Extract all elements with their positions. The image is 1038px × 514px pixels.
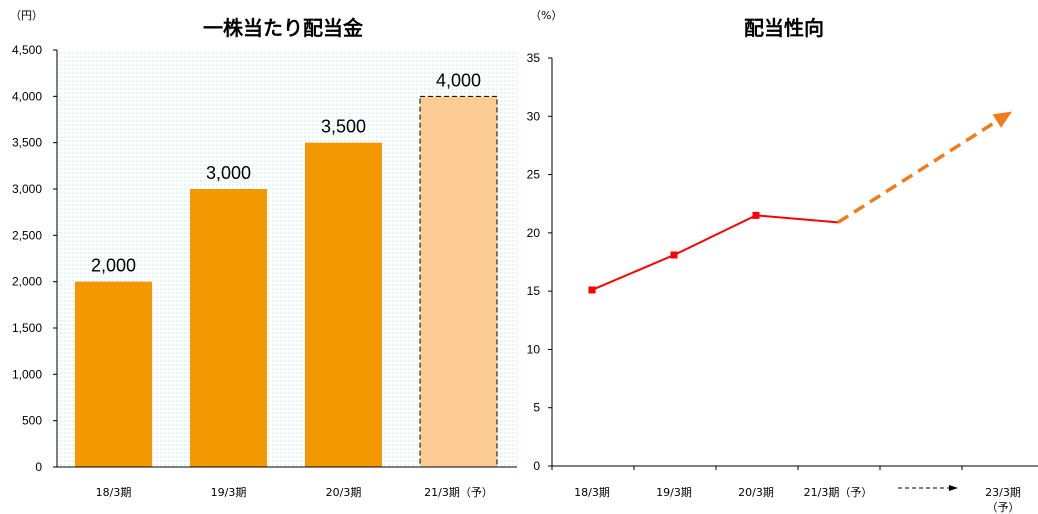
bar-y-tick-label: 3,500	[12, 136, 42, 150]
line-x-label: 23/3期（予）	[985, 486, 1021, 514]
bar-series	[75, 95, 498, 468]
line-x-axis-ticks	[551, 466, 963, 470]
line-y-tick-label: 15	[527, 284, 541, 298]
series-line	[591, 214, 839, 291]
bar-y-tick-label: 1,000	[12, 367, 42, 381]
bar-x-label: 21/3期（予）	[424, 486, 493, 499]
bar-y-tick-label: 0	[35, 460, 42, 474]
series-marker	[588, 286, 596, 294]
payout-ratio-chart: 配当性向 （%） 0 5 10 15 20 25 30 35 18/3期 19/3期 20/3期 2…	[527, 9, 1038, 514]
bar-data-label: 3,500	[321, 117, 366, 137]
series-marker	[670, 251, 678, 259]
bar-chart-title: 一株当たり配当金	[203, 16, 364, 40]
bar-y-tick-label: 1,500	[12, 321, 42, 335]
series-marker	[752, 211, 760, 219]
category-gap-arrow	[898, 485, 958, 491]
bar-y-tick-label: 2,000	[12, 275, 42, 289]
bar-y-tick-label: 3,000	[12, 182, 42, 196]
line-x-axis-labels: 18/3期 19/3期 20/3期 21/3期（予） 23/3期（予）	[574, 486, 1021, 514]
bar-y-tick-label: 4,000	[12, 89, 42, 103]
trend-arrowhead	[992, 111, 1012, 128]
line-y-axis-ticks: 0 5 10 15 20 25 30 35	[527, 51, 552, 473]
bar	[419, 95, 498, 468]
bar-x-label: 20/3期	[326, 486, 362, 499]
bar-data-label: 3,000	[206, 163, 251, 183]
bar	[190, 189, 267, 467]
trend-line	[837, 119, 998, 224]
line-chart-title: 配当性向	[744, 16, 824, 40]
line-chart-unit: （%）	[530, 9, 562, 22]
bar-y-tick-label: 2,500	[12, 228, 42, 242]
bar	[75, 281, 152, 467]
line-x-label: 18/3期	[574, 486, 610, 499]
bar	[305, 142, 382, 467]
bar-y-tick-label: 500	[22, 414, 42, 428]
bar-x-label: 19/3期	[211, 486, 247, 499]
gap-arrowhead	[949, 485, 958, 491]
line-x-label: 20/3期	[738, 486, 774, 499]
bar-y-tick-label: 4,500	[12, 43, 42, 57]
bar-x-label: 18/3期	[96, 486, 132, 499]
bar-data-label: 4,000	[436, 70, 481, 90]
line-y-tick-label: 25	[527, 168, 541, 182]
line-series	[588, 211, 839, 294]
trend-arrow	[837, 111, 1012, 224]
bar-chart-unit: （円）	[10, 9, 43, 22]
line-y-tick-label: 20	[527, 226, 541, 240]
line-x-label: 19/3期	[656, 486, 692, 499]
bar-x-axis-labels: 18/3期 19/3期 20/3期 21/3期（予）	[96, 486, 493, 499]
line-y-tick-label: 30	[527, 109, 541, 123]
line-x-label: 21/3期（予）	[804, 486, 873, 499]
line-y-tick-label: 5	[533, 401, 540, 415]
bar-data-label: 2,000	[91, 256, 136, 276]
line-y-tick-label: 0	[533, 459, 540, 473]
bar-data-labels: 2,000 3,000 3,500 4,000	[91, 70, 481, 275]
bar-y-axis-ticks: 0 500 1,000 1,500 2,000 2,500 3,000 3,500 4,000 4…	[12, 43, 57, 474]
line-y-tick-label: 10	[527, 342, 541, 356]
dividend-per-share-chart: 一株当たり配当金 （円） 0 500 1,000 1,500 2,000 2,500 3,0…	[10, 9, 517, 499]
line-y-tick-label: 35	[527, 51, 541, 65]
